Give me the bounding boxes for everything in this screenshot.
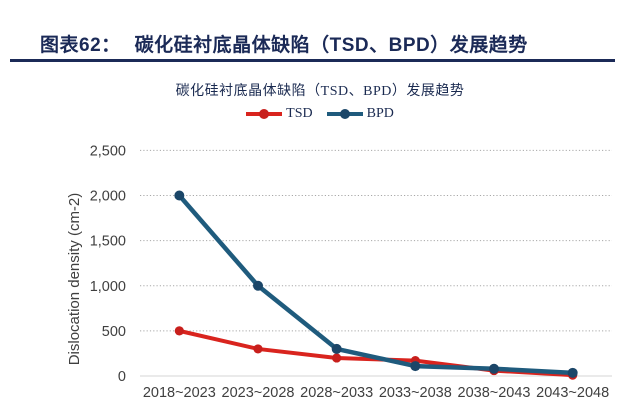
- legend-line-swatch: [326, 108, 363, 119]
- legend-marker-dot: [259, 108, 270, 119]
- x-category-label: 2033~2038: [379, 385, 452, 401]
- x-category-label: 2028~2033: [300, 385, 373, 401]
- x-category-label: 2043~2048: [536, 385, 609, 401]
- bpd-series-marker: [253, 280, 263, 291]
- x-category-label: 2018~2023: [143, 385, 216, 401]
- legend-label: BPD: [366, 106, 394, 121]
- y-tick-label: 2,000: [90, 189, 126, 205]
- header-underline: [10, 59, 615, 62]
- bpd-series-marker: [410, 361, 421, 372]
- bpd-series-line: [177, 193, 575, 376]
- y-tick-label: 500: [102, 324, 126, 340]
- y-tick-label: 1,500: [90, 234, 126, 250]
- legend-marker-dot: [339, 108, 350, 119]
- legend-item-bpd: BPD: [326, 106, 394, 122]
- y-tick-label: 2,500: [90, 143, 126, 159]
- bpd-series-marker: [567, 367, 578, 378]
- tsd-series-marker: [253, 344, 263, 354]
- tsd-series-marker: [332, 353, 342, 363]
- bpd-series-marker: [174, 190, 185, 201]
- chart-legend: TSD BPD: [0, 106, 640, 122]
- x-category-label: 2023~2028: [222, 385, 295, 401]
- bpd-series-marker: [331, 343, 342, 354]
- tsd-series-marker: [174, 326, 184, 336]
- legend-label: TSD: [286, 106, 313, 121]
- y-tick-label: 0: [118, 369, 126, 385]
- figure-title: 碳化硅衬底晶体缺陷（TSD、BPD）发展趋势: [134, 35, 528, 56]
- y-tick-label: 1,000: [90, 279, 126, 295]
- x-category-label: 2038~2043: [458, 385, 531, 401]
- figure-header: 图表62： 碳化硅衬底晶体缺陷（TSD、BPD）发展趋势: [40, 30, 620, 57]
- bpd-series-marker: [489, 363, 499, 374]
- figure-number-label: 图表62：: [40, 35, 121, 56]
- plot-area: Dislocation density (cm-2) 0 500 1,000 1,50…: [66, 143, 612, 401]
- legend-item-tsd: TSD: [246, 106, 313, 122]
- chart-title: 碳化硅衬底晶体缺陷（TSD、BPD）发展趋势: [175, 84, 465, 99]
- y-axis-title: Dislocation density (cm-2): [66, 193, 83, 366]
- legend-line-swatch: [246, 108, 283, 119]
